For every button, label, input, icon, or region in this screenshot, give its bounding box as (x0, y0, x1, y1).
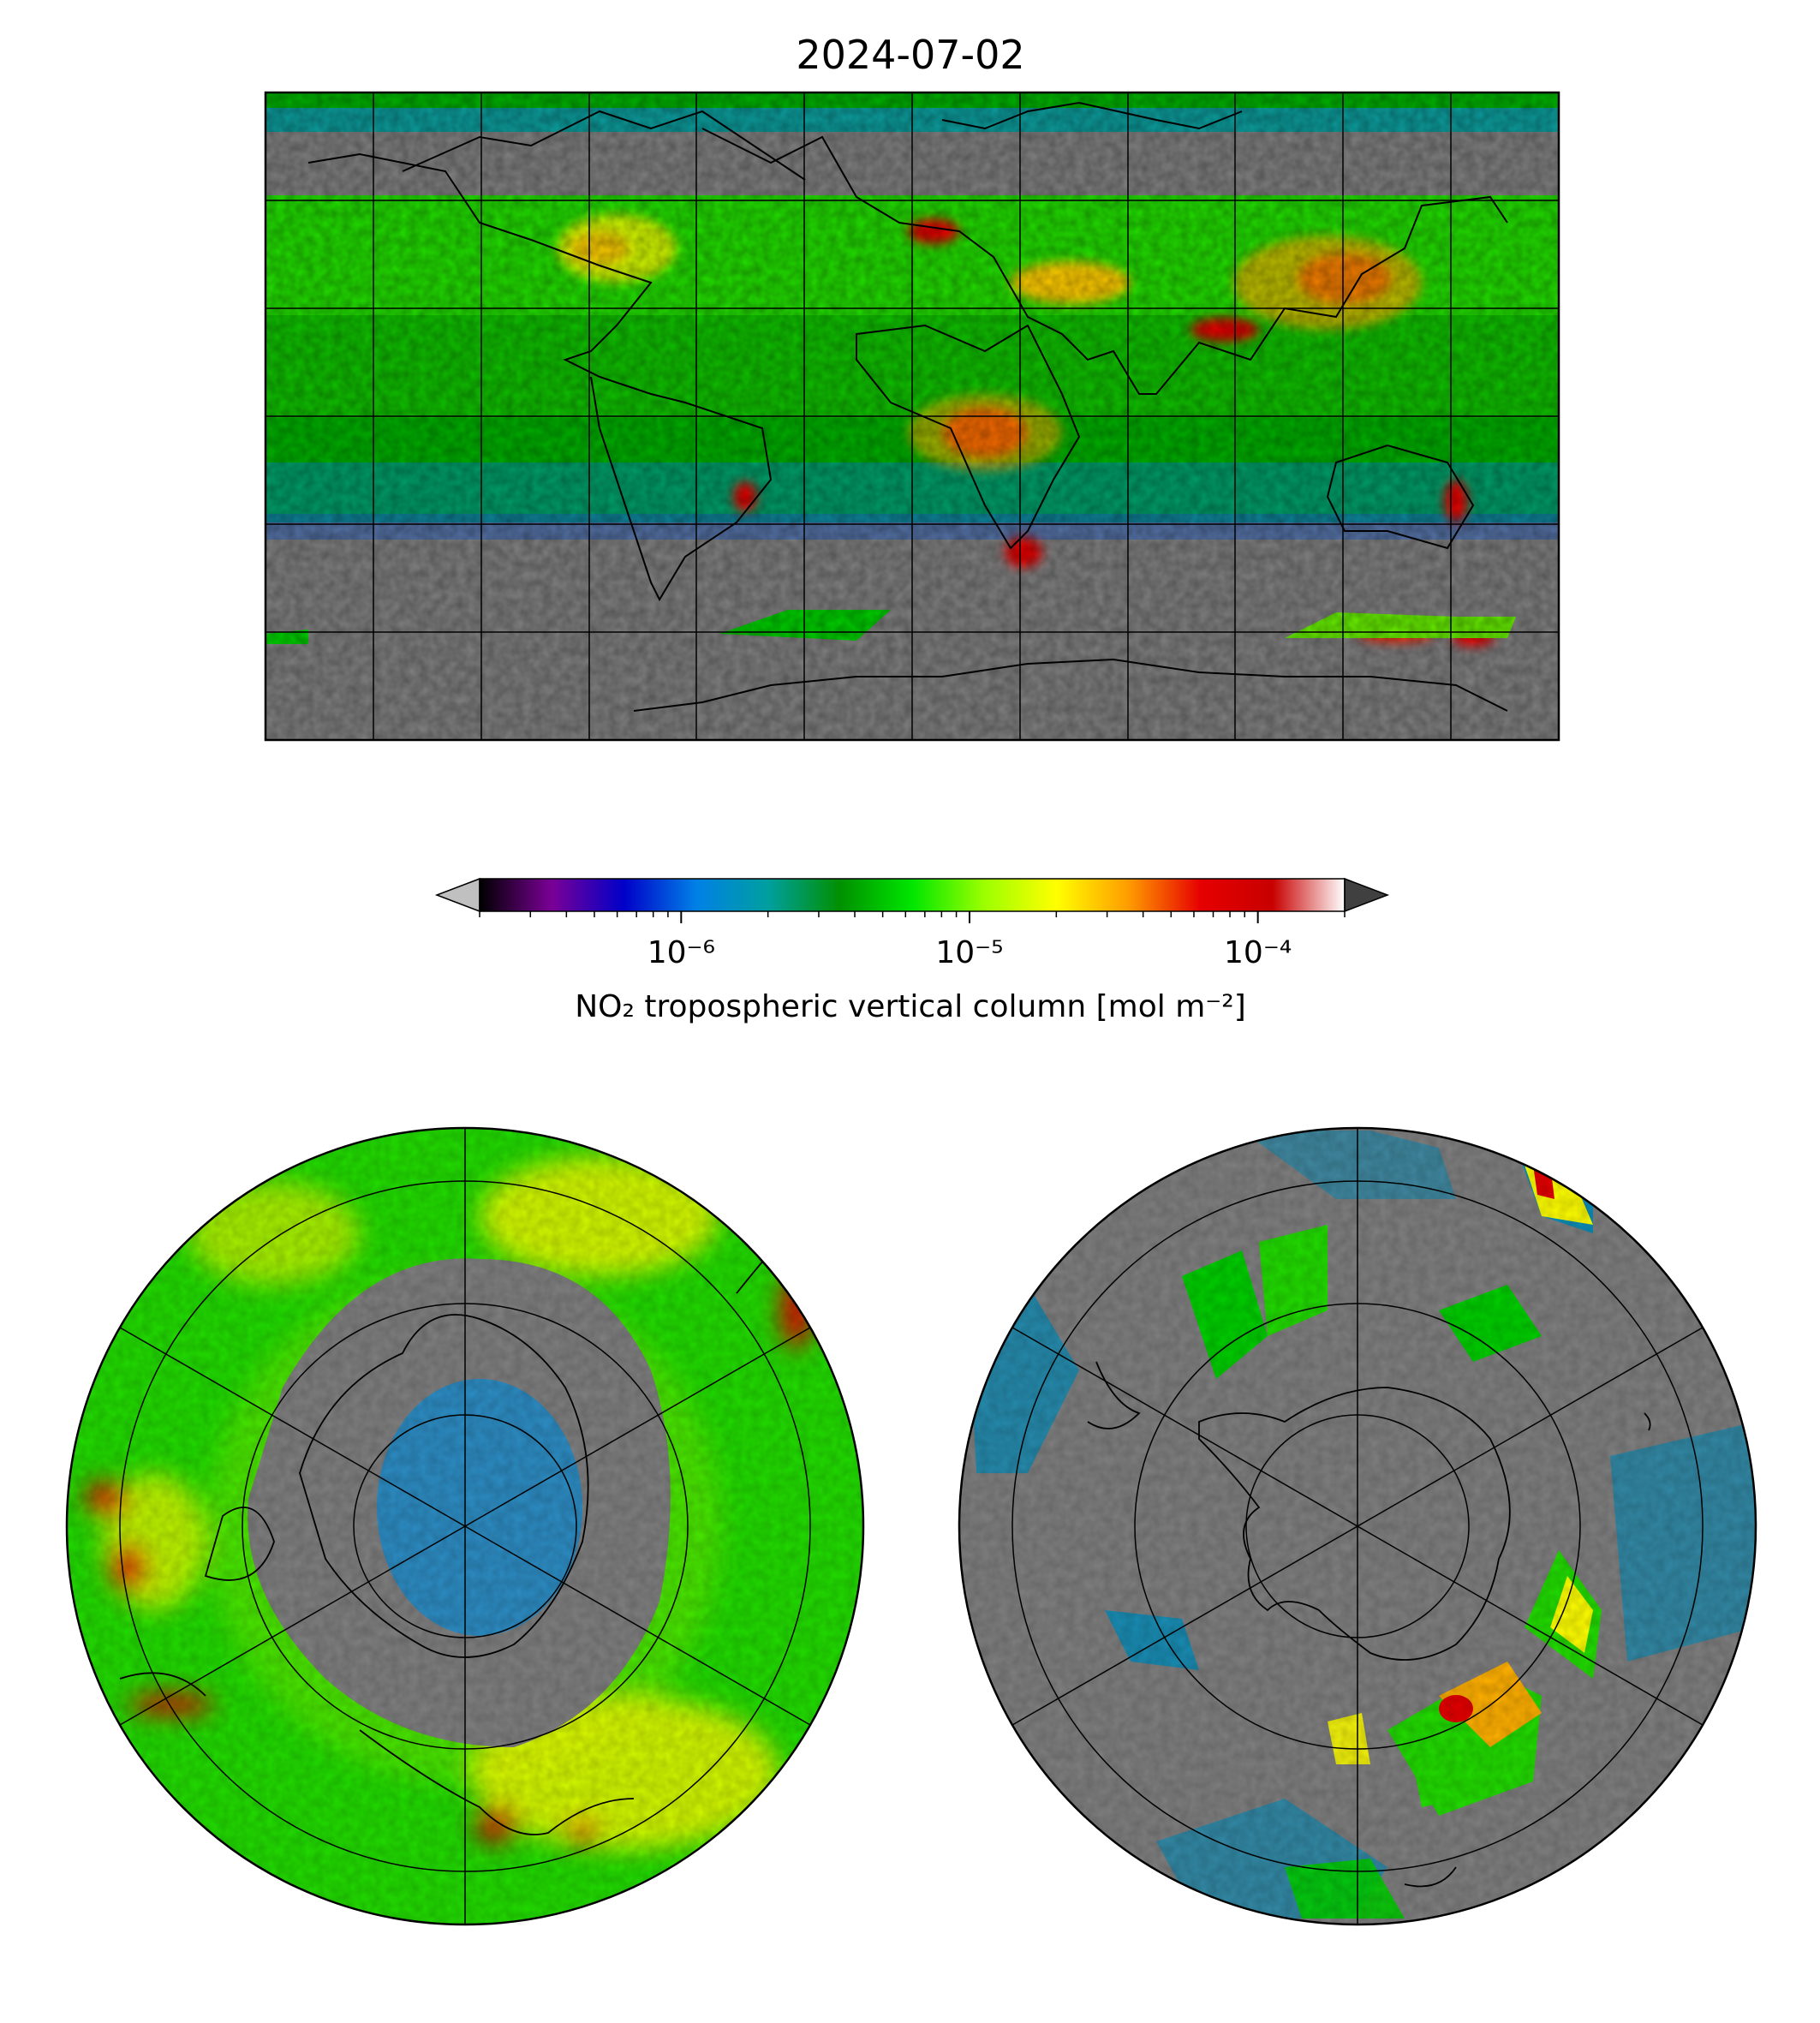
colorbar-label: NO₂ tropospheric vertical column [mol m⁻… (575, 989, 1246, 1024)
colorbar-under-extension (434, 877, 480, 913)
global-map-field (266, 92, 1559, 740)
north-polar-coastlines (119, 1232, 789, 1835)
colorbar-tick-label: 10⁻⁶ (647, 935, 715, 970)
north-polar-frame (65, 1126, 865, 1926)
figure-title: 2024-07-02 (796, 32, 1024, 78)
global-map-frame (264, 91, 1560, 742)
global-map (264, 91, 1560, 742)
colorbar-tick-label: 10⁻⁵ (935, 935, 1003, 970)
colorbar-gradient (480, 879, 1345, 911)
global-gridlines (266, 92, 1559, 740)
colorbar-over-extension (1344, 877, 1390, 913)
global-coastlines (307, 101, 1508, 712)
south-polar-gridlines (1011, 1128, 1704, 1925)
south-polar-coastlines (1087, 1361, 1651, 1888)
colorbar: 10⁻⁶ 10⁻⁵ 10⁻⁴ NO₂ tropospheric vertical c… (434, 877, 1390, 1024)
colorbar-frame (479, 878, 1346, 912)
south-polar-frame (958, 1126, 1757, 1926)
colorbar-ticks: 10⁻⁶ 10⁻⁵ 10⁻⁴ (479, 911, 1346, 970)
colorbar-tick-label: 10⁻⁴ (1224, 935, 1292, 970)
north-polar-gridlines (119, 1128, 811, 1925)
